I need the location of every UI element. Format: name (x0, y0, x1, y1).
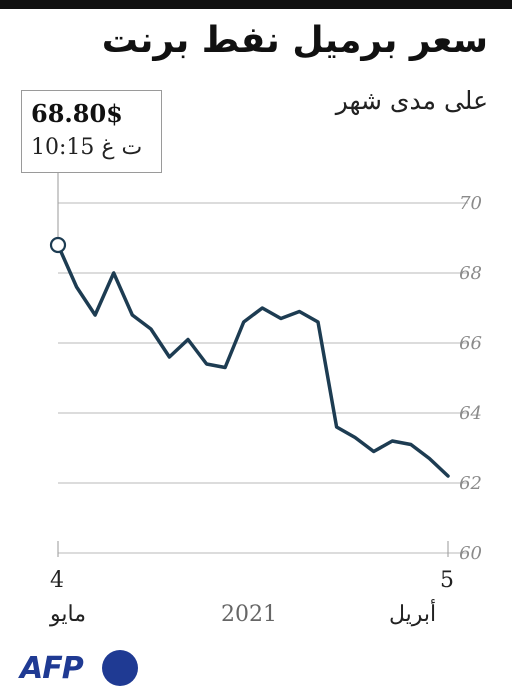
y-tick-labels: 70 68 66 64 62 60 (459, 193, 482, 564)
callout-price: 68.80$ (31, 99, 123, 128)
x-label-year: 2021 (221, 602, 277, 627)
price-callout: 68.80$ 10:15 ت غ (21, 90, 162, 173)
afp-logo-dot (102, 650, 138, 686)
y-tick-label: 70 (459, 193, 482, 214)
x-label-end-day: 5 (440, 568, 454, 593)
chart-subtitle: على مدى شهر (335, 86, 488, 115)
afp-logo-text: AFP (20, 651, 84, 686)
y-tick-label: 60 (459, 543, 482, 564)
latest-price-marker (49, 236, 67, 254)
callout-time: 10:15 ت غ (31, 135, 143, 160)
chart-title: سعر برميل نفط برنت (101, 20, 488, 61)
y-tick-label: 66 (459, 333, 482, 354)
x-label-start-day: 4 (50, 568, 64, 593)
top-bar (0, 0, 512, 9)
x-label-start-month: مايو (50, 602, 86, 627)
y-tick-label: 68 (459, 263, 482, 284)
y-tick-label: 62 (459, 473, 482, 494)
y-tick-label: 64 (459, 403, 482, 424)
x-label-end-month: أبريل (389, 602, 437, 627)
brent-price-line (56, 243, 450, 478)
grid-lines (58, 202, 468, 554)
